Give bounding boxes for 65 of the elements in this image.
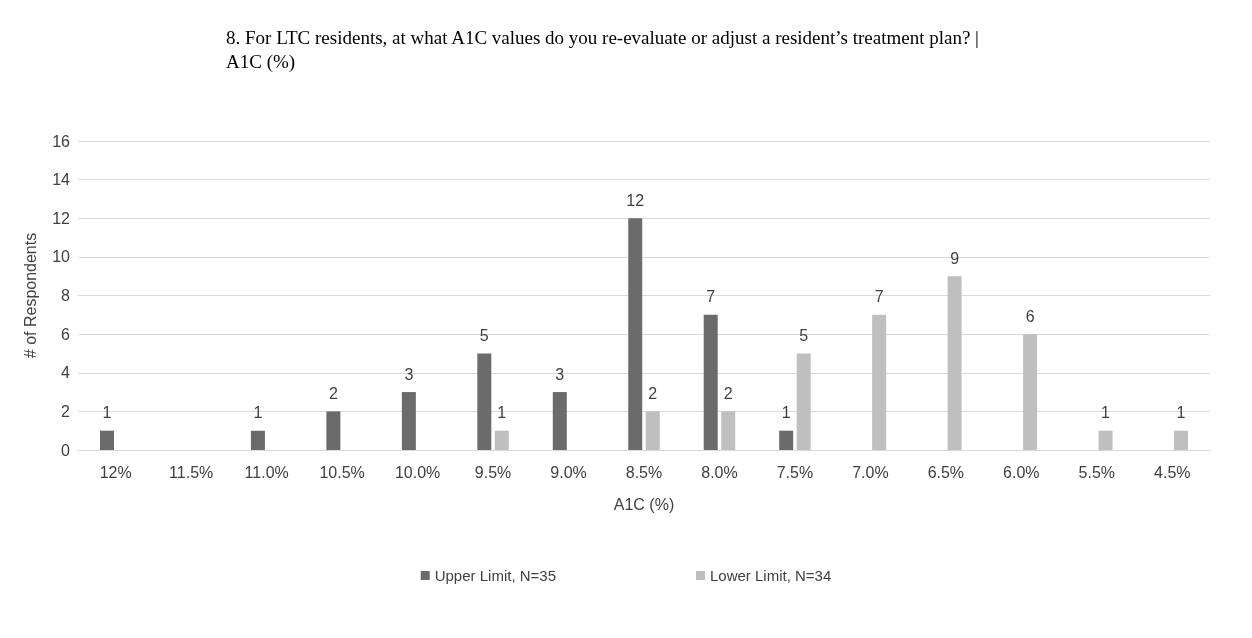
data-label: 7	[874, 288, 884, 306]
bar	[1098, 430, 1113, 450]
bar	[947, 276, 962, 450]
data-label: 1	[1176, 404, 1186, 422]
bar	[326, 411, 341, 450]
bar	[494, 430, 509, 450]
data-label: 6	[1025, 307, 1035, 325]
x-tick-label: 11.5%	[169, 463, 214, 481]
legend-label: Upper Limit, N=35	[434, 567, 557, 584]
x-tick-label: 10.5%	[319, 463, 365, 481]
y-tick-label: 4	[61, 364, 71, 382]
bar	[552, 392, 567, 450]
x-tick-label: 9.0%	[550, 463, 587, 481]
bar	[1023, 334, 1038, 450]
x-tick-label: 10.0%	[394, 463, 441, 481]
x-tick-label: 4.5%	[1154, 463, 1191, 481]
data-label: 9	[950, 249, 960, 267]
data-label: 2	[723, 384, 733, 402]
y-tick-label: 6	[61, 325, 71, 343]
bar	[99, 430, 114, 450]
bar	[721, 411, 736, 450]
data-label: 2	[328, 384, 338, 402]
data-label: 3	[404, 365, 414, 383]
bar	[796, 353, 811, 450]
y-tick-label: 10	[52, 248, 71, 266]
bar	[477, 353, 492, 450]
x-tick-label: 9.5%	[474, 463, 512, 481]
y-tick-label: 8	[61, 287, 71, 304]
x-tick-label: 7.5%	[776, 463, 814, 481]
data-label: 1	[253, 404, 263, 422]
y-tick-label: 2	[61, 402, 71, 420]
x-tick-label: 8.0%	[701, 463, 738, 481]
bar	[703, 314, 718, 450]
x-tick-label: 11.0%	[244, 463, 289, 481]
data-label: 5	[799, 326, 809, 344]
x-tick-label: 12%	[99, 463, 132, 481]
data-label: 1	[1101, 404, 1111, 422]
y-tick-label: 12	[52, 209, 71, 227]
data-label: 5	[479, 326, 489, 344]
bar	[872, 314, 887, 450]
x-axis-title: A1C (%)	[613, 495, 675, 513]
bar	[401, 392, 416, 450]
y-axis-title: # of Respondents	[21, 232, 39, 359]
data-label: 1	[102, 404, 112, 422]
data-label: 1	[497, 404, 507, 422]
bar	[628, 218, 643, 450]
bar	[250, 430, 265, 450]
bar	[1174, 430, 1189, 450]
x-tick-label: 6.0%	[1003, 463, 1040, 481]
x-tick-label: 7.0%	[852, 463, 889, 481]
data-label: 2	[648, 384, 658, 402]
bar	[645, 411, 660, 450]
x-tick-label: 8.5%	[625, 463, 663, 481]
data-label: 1	[781, 404, 791, 422]
data-label: 12	[626, 191, 645, 209]
y-tick-label: 0	[61, 441, 71, 459]
y-tick-label: 16	[52, 132, 71, 150]
data-label: 3	[555, 365, 565, 383]
data-label: 7	[706, 288, 716, 306]
bar	[779, 430, 794, 450]
chart-title: 8. For LTC residents, at what A1C values do you re-evaluate or adjust a resident’s treatment plan? | A1C (%)	[226, 26, 984, 73]
x-tick-label: 6.5%	[927, 463, 965, 481]
x-tick-label: 5.5%	[1078, 463, 1116, 481]
legend-label: Lower Limit, N=34	[710, 567, 832, 584]
y-tick-label: 14	[52, 171, 71, 189]
